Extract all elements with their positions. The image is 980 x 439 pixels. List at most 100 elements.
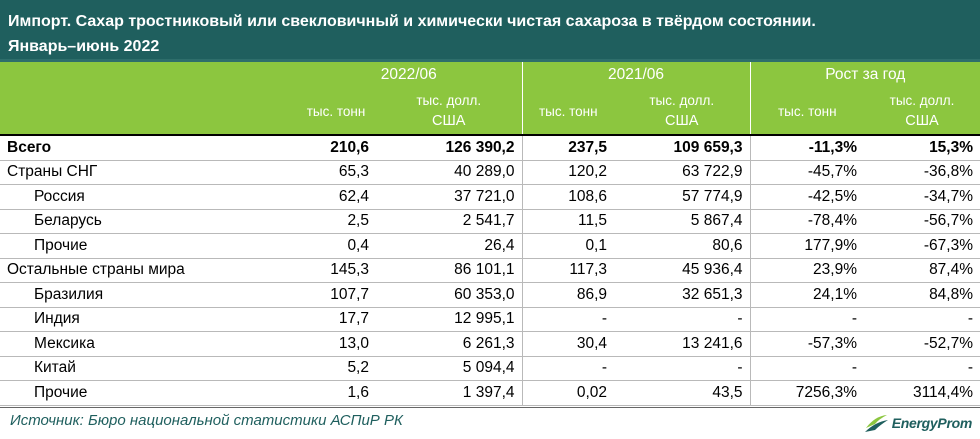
table-row: Россия 62,4 37 721,0 108,6 57 774,9 -42,… [0,184,980,210]
cell-growth-usd: - [864,356,980,381]
cell-growth-usd: 87,4% [864,258,980,283]
row-name: Всего [0,134,296,161]
cell-usd-2021: - [614,307,751,332]
cell-growth-usd: 15,3% [864,134,980,161]
header-row-units: тыс. тонн тыс. долл. США тыс. тонн тыс. … [0,88,980,135]
footer: Источник: Бюро национальной статистики А… [0,406,980,439]
cell-usd-2022: 26,4 [376,233,523,259]
cell-tons-2021: 86,9 [522,282,614,308]
row-name: Индия [0,307,296,332]
row-name: Прочие [0,380,296,406]
table-row: Беларусь 2,5 2 541,7 11,5 5 867,4 -78,4%… [0,209,980,234]
table-row: Китай 5,2 5 094,4 - - - - [0,356,980,381]
cell-growth-tons: -45,7% [750,160,864,185]
cell-usd-2022: 5 094,4 [376,356,523,381]
import-table: 2022/06 2021/06 Рост за год тыс. тонн ты… [0,62,980,406]
cell-usd-2022: 6 261,3 [376,331,523,357]
cell-tons-2022: 17,7 [296,307,376,332]
row-name: Мексика [0,331,296,357]
cell-growth-usd: 84,8% [864,282,980,308]
table-row: Страны СНГ 65,3 40 289,0 120,2 63 722,9 … [0,160,980,185]
cell-growth-usd: -52,7% [864,331,980,357]
row-name: Бразилия [0,282,296,308]
cell-tons-2021: 0,1 [522,233,614,259]
header-unit-usd-line1: тыс. долл. [416,93,482,108]
table-row: Индия 17,7 12 995,1 - - - - [0,307,980,332]
title-line-2: Январь–июнь 2022 [8,38,160,55]
cell-tons-2022: 65,3 [296,160,376,185]
cell-tons-2021: - [522,356,614,381]
header-row-periods: 2022/06 2021/06 Рост за год [0,62,980,88]
cell-tons-2021: 108,6 [522,184,614,210]
header-unit-usd-2022: тыс. долл. США [376,88,523,135]
header-unit-usd-line2: США [905,113,939,129]
cell-usd-2021: 57 774,9 [614,184,751,210]
header-unit-usd-2021: тыс. долл. США [614,88,751,135]
header-unit-usd-line2: США [432,113,466,129]
row-name: Остальные страны мира [0,258,296,283]
table-row: Прочие 0,4 26,4 0,1 80,6 177,9% -67,3% [0,233,980,259]
cell-usd-2021: 63 722,9 [614,160,751,185]
cell-usd-2021: 80,6 [614,233,751,259]
cell-usd-2022: 37 721,0 [376,184,523,210]
source-note: Источник: Бюро национальной статистики А… [10,411,403,429]
cell-tons-2021: 30,4 [522,331,614,357]
cell-growth-usd: -34,7% [864,184,980,210]
cell-usd-2021: 109 659,3 [614,134,751,161]
cell-tons-2022: 62,4 [296,184,376,210]
cell-growth-tons: 177,9% [750,233,864,259]
cell-growth-usd: -56,7% [864,209,980,234]
header-unit-usd-growth: тыс. долл. США [864,88,980,135]
cell-usd-2021: 43,5 [614,380,751,406]
cell-tons-2022: 145,3 [296,258,376,283]
row-name: Прочие [0,233,296,259]
cell-growth-tons: - [750,356,864,381]
cell-usd-2021: 32 651,3 [614,282,751,308]
header-unit-usd-line1: тыс. долл. [649,93,715,108]
logo-text: EnergyProm [891,414,973,431]
row-name: Китай [0,356,296,381]
cell-tons-2022: 2,5 [296,209,376,234]
cell-usd-2022: 2 541,7 [376,209,523,234]
cell-growth-tons: 23,9% [750,258,864,283]
cell-growth-usd: -67,3% [864,233,980,259]
cell-tons-2022: 1,6 [296,380,376,406]
row-name: Беларусь [0,209,296,234]
cell-usd-2022: 126 390,2 [376,134,523,161]
header-empty [0,62,296,88]
cell-tons-2022: 13,0 [296,331,376,357]
header-unit-tons-2021: тыс. тонн [522,88,614,135]
report-title: Импорт. Сахар тростниковый или свеклович… [0,0,980,62]
cell-tons-2022: 0,4 [296,233,376,259]
title-line-1: Импорт. Сахар тростниковый или свеклович… [8,13,816,30]
cell-tons-2022: 210,6 [296,134,376,161]
cell-usd-2021: 45 936,4 [614,258,751,283]
cell-usd-2021: - [614,356,751,381]
cell-tons-2021: 120,2 [522,160,614,185]
header-unit-tons-2022: тыс. тонн [296,88,376,135]
header-empty-2 [0,88,296,135]
energyprom-logo-icon [864,414,888,432]
cell-growth-tons: -42,5% [750,184,864,210]
cell-usd-2022: 40 289,0 [376,160,523,185]
cell-growth-tons: - [750,307,864,332]
cell-tons-2021: 0,02 [522,380,614,406]
header-growth: Рост за год [750,62,980,88]
cell-growth-tons: -78,4% [750,209,864,234]
table-row: Остальные страны мира 145,3 86 101,1 117… [0,258,980,283]
cell-growth-usd: - [864,307,980,332]
cell-growth-tons: 24,1% [750,282,864,308]
cell-usd-2022: 86 101,1 [376,258,523,283]
table-row: Бразилия 107,7 60 353,0 86,9 32 651,3 24… [0,282,980,308]
cell-growth-tons: 7256,3% [750,380,864,406]
header-period-2022: 2022/06 [296,62,523,88]
energyprom-logo: EnergyProm [863,412,972,434]
cell-tons-2021: 237,5 [522,134,614,161]
cell-usd-2022: 12 995,1 [376,307,523,332]
header-period-2021: 2021/06 [522,62,751,88]
cell-tons-2022: 107,7 [296,282,376,308]
header-unit-usd-line1: тыс. долл. [889,93,955,108]
cell-usd-2021: 13 241,6 [614,331,751,357]
cell-tons-2021: - [522,307,614,332]
cell-growth-usd: -36,8% [864,160,980,185]
